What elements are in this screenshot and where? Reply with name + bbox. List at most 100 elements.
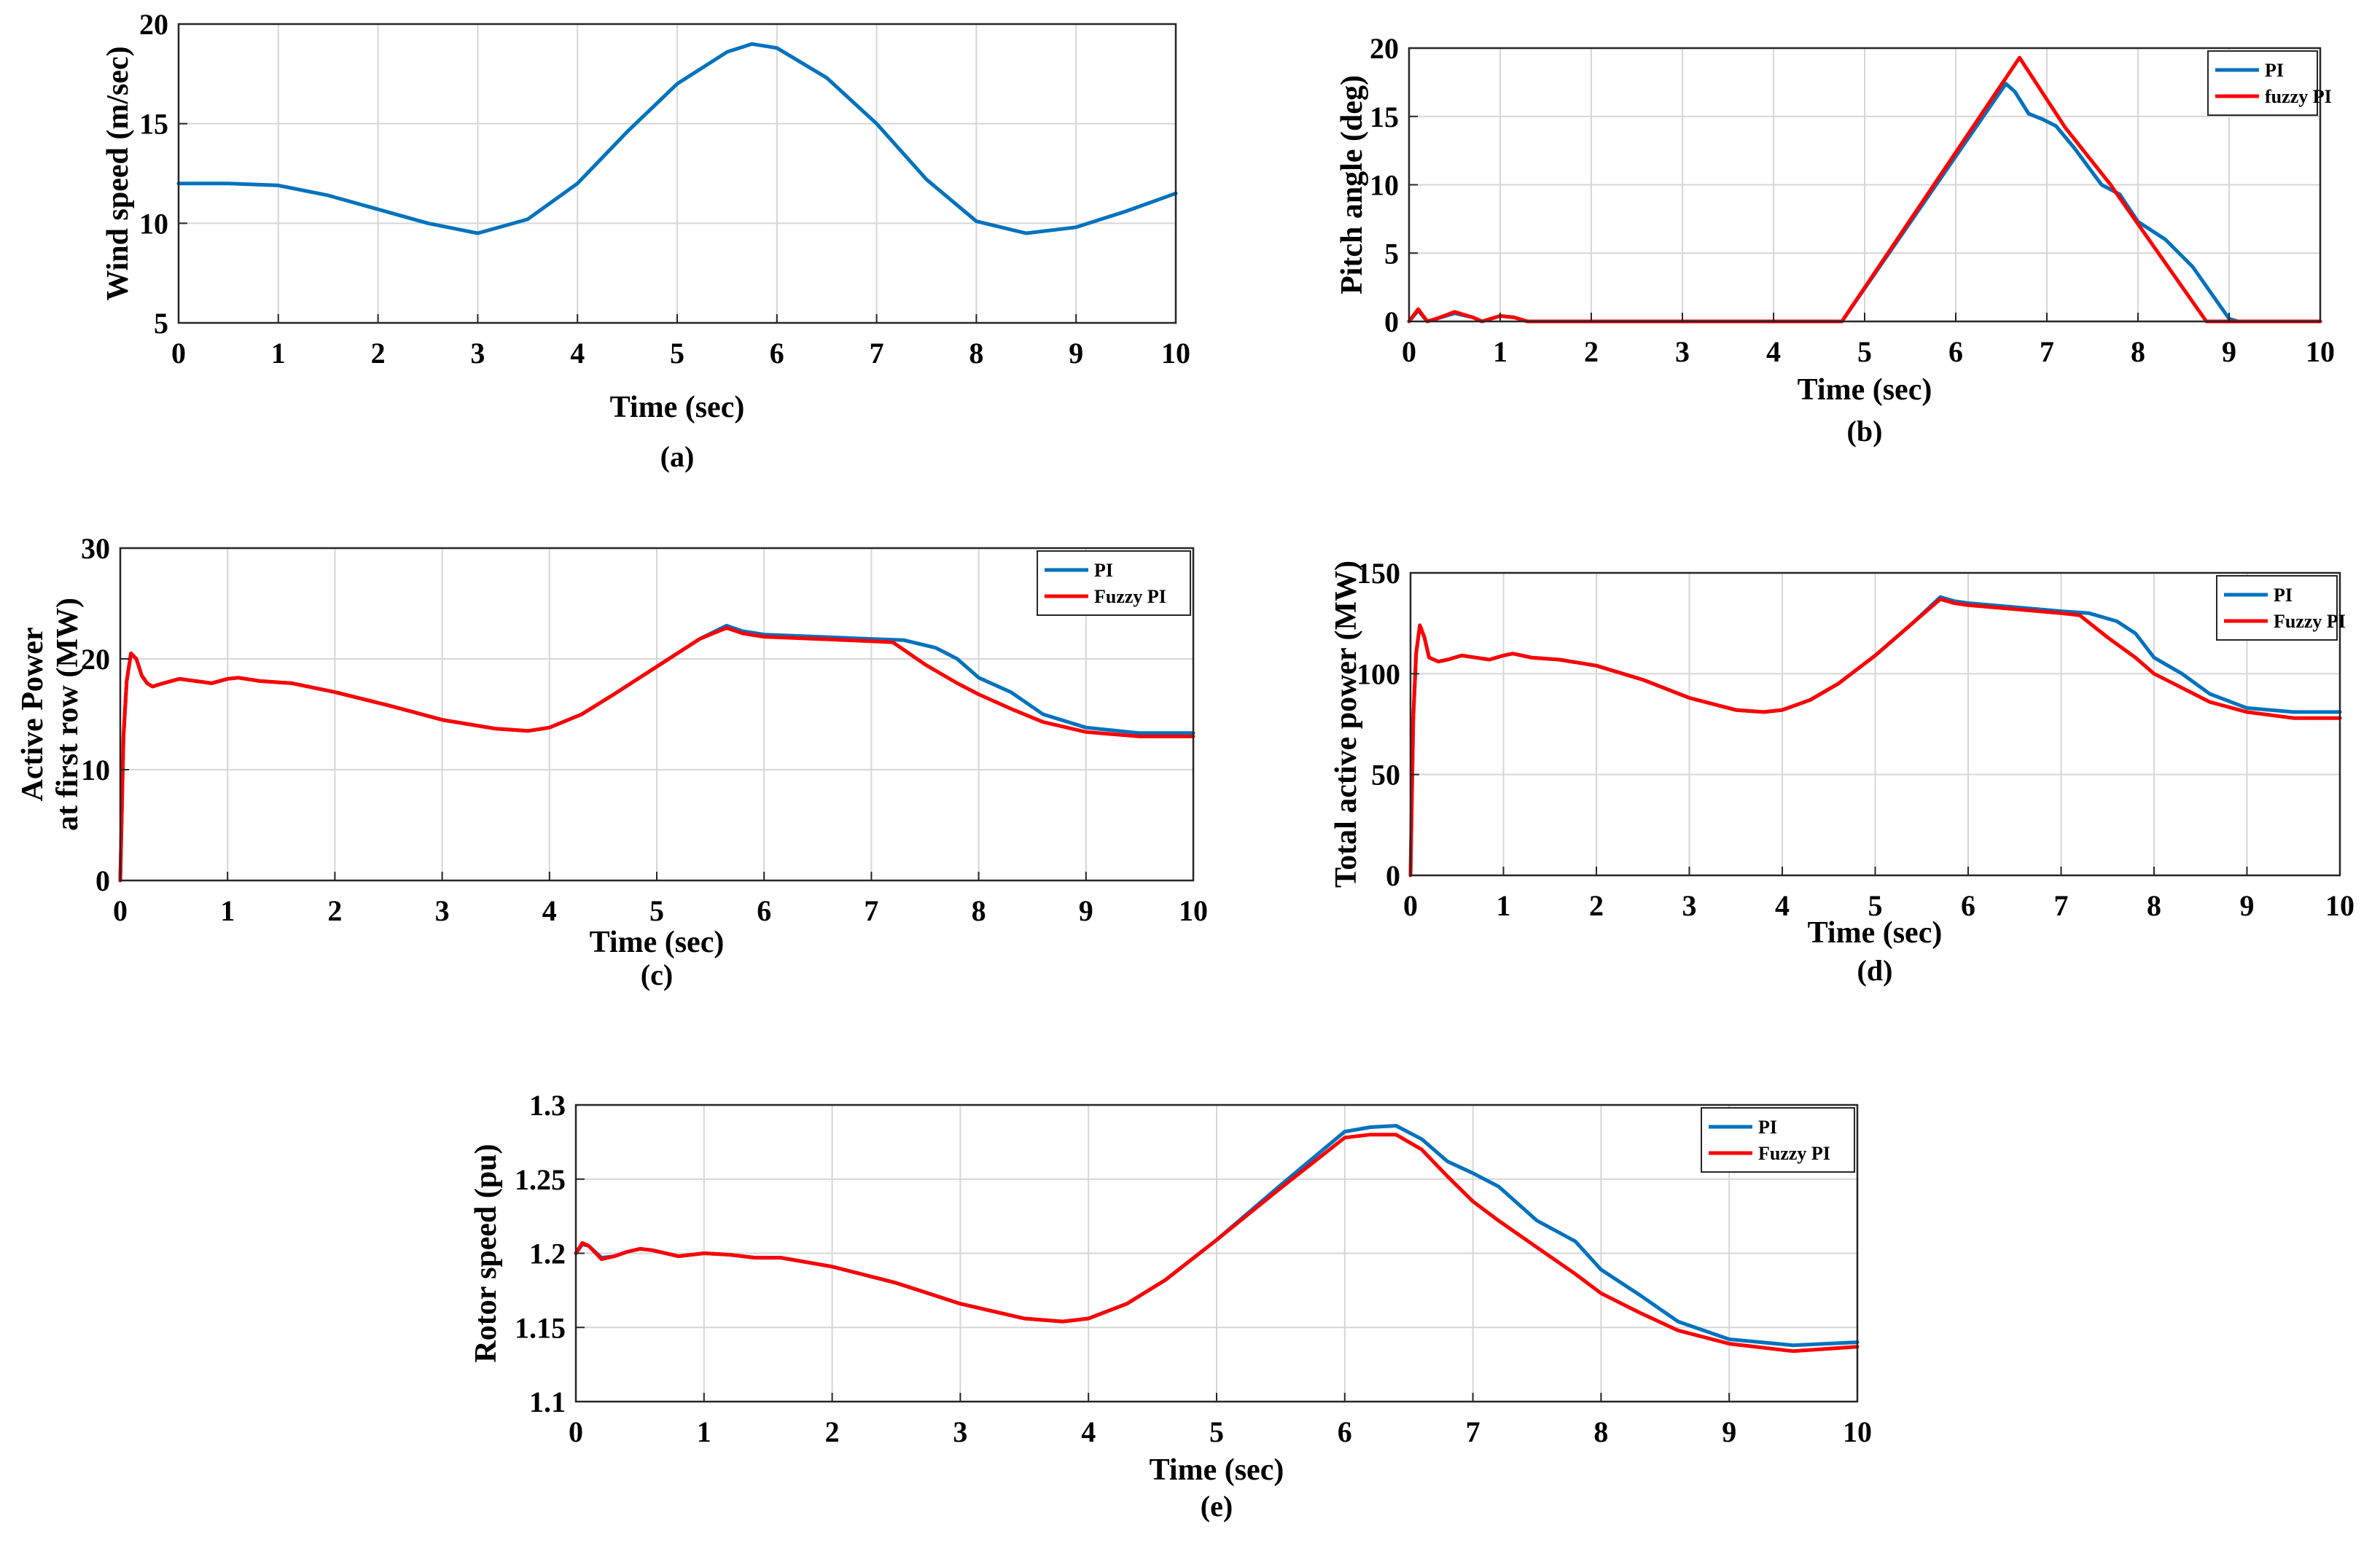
x-tick-label: 2 [1589,889,1604,922]
x-axis-label: Time (sec) [1798,373,1932,407]
y-axis-label: Pitch angle (deg) [1335,75,1369,294]
y-tick-label: 1.3 [529,1089,566,1122]
legend: PI Fuzzy PI [1037,550,1191,616]
x-tick-label: 7 [864,894,878,927]
y-tick-label: 150 [1357,557,1400,590]
x-tick-label: 10 [2306,335,2335,368]
chart-e: 0 1 2 3 4 5 6 7 8 9 10 1.1 1.15 1.2 1.25 1.3 Time (sec)(… [469,1089,1872,1523]
y-tick-label: 15 [139,108,168,141]
x-tick-label: 1 [1493,335,1507,368]
x-tick-label: 4 [542,894,557,927]
legend-label: PI [1758,1117,1777,1138]
x-tick-label: 8 [972,894,986,927]
x-tick-label: 0 [569,1415,583,1448]
x-tick-label: 7 [1466,1415,1480,1448]
y-tick-label: 30 [81,532,110,565]
x-tick-label: 8 [2131,335,2145,368]
y-tick-label: 10 [1370,169,1399,202]
x-tick-label: 1 [1497,889,1511,922]
y-axis-label: Rotor speed (pu) [469,1144,503,1362]
x-tick-label: 5 [1209,1415,1224,1448]
x-tick-label: 10 [1179,894,1208,927]
x-tick-label: 8 [1593,1415,1608,1448]
figure-caption: (a) [660,440,695,473]
x-tick-label: 0 [1403,889,1418,922]
x-tick-label: 9 [1722,1415,1736,1448]
x-tick-label: 2 [327,894,342,927]
series-line-fuzzy-pi [1407,55,2322,324]
chart-a: 0 1 2 3 4 5 6 7 8 9 10 5 10 15 20 Time (sec) (a) Wind spe… [101,8,1190,473]
x-tick-label: 9 [1069,337,1083,370]
legend: PI fuzzy PI [2207,50,2332,116]
y-tick-label: 15 [1370,101,1399,133]
x-tick-label: 3 [1675,335,1690,368]
x-tick-label: 3 [1682,889,1697,922]
chart-c: 0 1 2 3 4 5 6 7 8 9 10 0 10 20 30 Time (sec)(c) Active P… [16,532,1208,991]
y-tick-label: 10 [81,754,110,786]
x-tick-label: 10 [2325,889,2354,922]
x-tick-label: 9 [2240,889,2255,922]
x-tick-label: 5 [1868,889,1883,922]
x-tick-label: 2 [1584,335,1599,368]
x-tick-label: 8 [2147,889,2161,922]
x-tick-label: 6 [1961,889,1975,922]
legend: PI Fuzzy PI [1701,1107,1855,1173]
x-tick-label: 6 [1338,1415,1352,1448]
x-tick-label: 3 [953,1415,967,1448]
y-axis-label: Wind speed (m/sec) [101,46,135,300]
legend-label: fuzzy PI [2265,86,2332,107]
legend-label: Fuzzy PI [1758,1143,1830,1164]
x-tick-label: 1 [697,1415,711,1448]
series-line-fuzzy-pi [1408,597,2342,878]
y-tick-label: 100 [1357,657,1400,690]
x-tick-label: 6 [770,337,784,370]
x-tick-label: 4 [1775,889,1790,922]
series-line-wind-speed [176,42,1178,235]
y-tick-label: 10 [139,207,168,240]
x-tick-label: 3 [435,894,450,927]
legend-label: PI [2265,60,2284,81]
x-tick-label: 7 [2040,335,2054,368]
x-tick-label: 8 [969,337,983,370]
x-tick-label: 0 [171,337,186,370]
figure-caption: (d) [1857,954,1893,987]
legend-label: Fuzzy PI [2274,611,2346,632]
legend: PI Fuzzy PI [2216,575,2346,641]
y-tick-label: 0 [1384,305,1399,338]
legend-box [1701,1107,1855,1173]
y-axis-label: at first row (MW) [51,598,85,831]
x-tick-label: 4 [570,337,585,370]
series-line-fuzzy-pi [574,1133,1860,1353]
y-tick-label: 0 [1386,859,1400,892]
x-tick-label: 5 [649,894,664,927]
x-tick-label: 9 [1079,894,1093,927]
y-tick-label: 0 [95,864,110,897]
series-line-fuzzy-pi [118,625,1195,883]
x-tick-label: 9 [2222,335,2236,368]
x-tick-label: 7 [2054,889,2069,922]
legend-box [2207,50,2318,116]
x-tick-label: 4 [1766,335,1781,368]
y-tick-label: 20 [81,643,110,676]
y-tick-label: 1.1 [529,1386,566,1418]
x-tick-label: 1 [220,894,235,927]
legend-label: PI [2274,585,2293,606]
x-axis-label: Time (sec) [590,926,725,959]
x-tick-label: 3 [470,337,485,370]
x-tick-label: 4 [1081,1415,1096,1448]
x-tick-label: 7 [870,337,884,370]
y-tick-label: 20 [1370,32,1399,65]
figure-caption: (b) [1847,415,1883,448]
y-tick-label: 1.15 [515,1311,566,1344]
y-axis-label: Total active power (MW) [1330,560,1363,888]
x-tick-label: 10 [1843,1415,1872,1448]
x-tick-label: 5 [1857,335,1872,368]
legend-box [1037,550,1191,616]
y-tick-label: 5 [1384,237,1399,270]
y-tick-label: 20 [139,8,168,41]
x-tick-label: 2 [825,1415,840,1448]
x-tick-label: 2 [371,337,386,370]
x-tick-label: 6 [1948,335,1963,368]
